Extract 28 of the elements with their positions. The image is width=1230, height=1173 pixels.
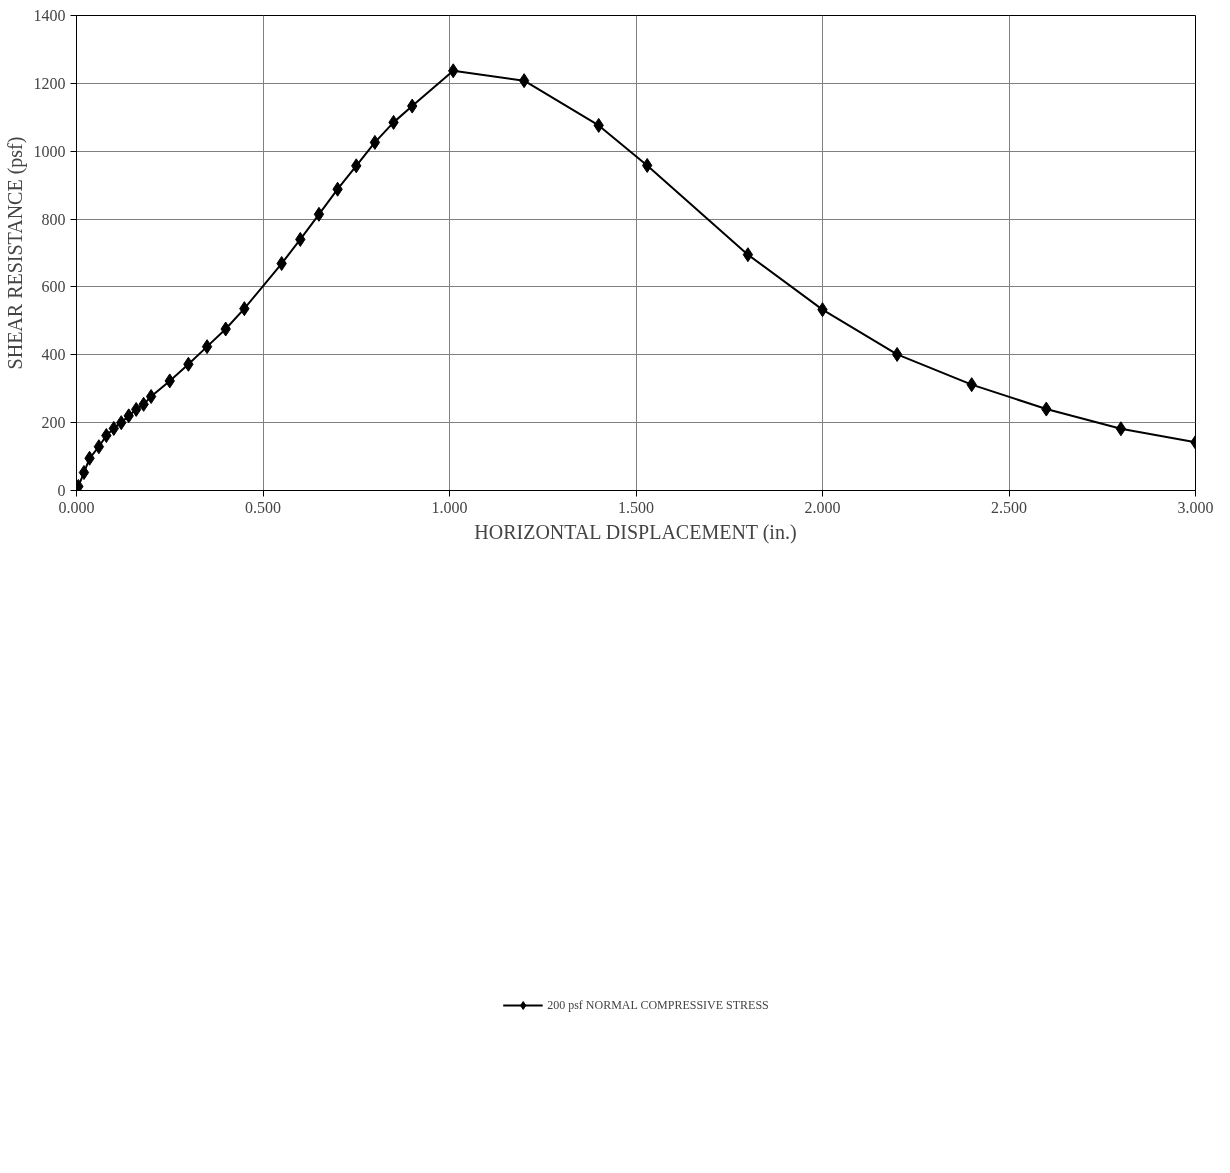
y-tick-label: 800 xyxy=(41,210,66,228)
point xyxy=(891,346,903,362)
legend-label: 200 psf NORMAL COMPRESSIVE STRESS xyxy=(547,997,769,1013)
x-tick-label: 2.000 xyxy=(804,498,841,516)
x-tick-label: 2.500 xyxy=(991,498,1027,516)
point xyxy=(145,389,157,405)
y-tick-label: 200 xyxy=(41,414,66,432)
point xyxy=(201,339,213,355)
x-tick-label: 3.000 xyxy=(1177,498,1214,516)
point xyxy=(1115,421,1127,437)
point xyxy=(518,73,530,89)
y-tick-label: 1400 xyxy=(33,7,66,24)
point xyxy=(93,439,105,455)
y-tick-label: 1200 xyxy=(33,74,66,92)
x-tick-label: 0.500 xyxy=(245,498,281,516)
y-axis-title: SHEAR RESISTANCE (psf) xyxy=(3,136,27,370)
x-axis-title: HORIZONTAL DISPLACEMENT (in.) xyxy=(474,520,797,544)
y-tick-label: 400 xyxy=(41,346,66,364)
y-tick-label: 0 xyxy=(57,482,66,499)
point xyxy=(742,247,754,263)
x-tick-label: 1.500 xyxy=(618,498,654,516)
point xyxy=(78,465,90,481)
x-tick-label: 1.000 xyxy=(431,498,468,516)
y-tick-label: 600 xyxy=(41,278,66,296)
point xyxy=(369,134,381,150)
y-tick-label: 1000 xyxy=(33,142,66,160)
point xyxy=(313,206,325,222)
x-tick-label: 0.000 xyxy=(58,498,95,516)
